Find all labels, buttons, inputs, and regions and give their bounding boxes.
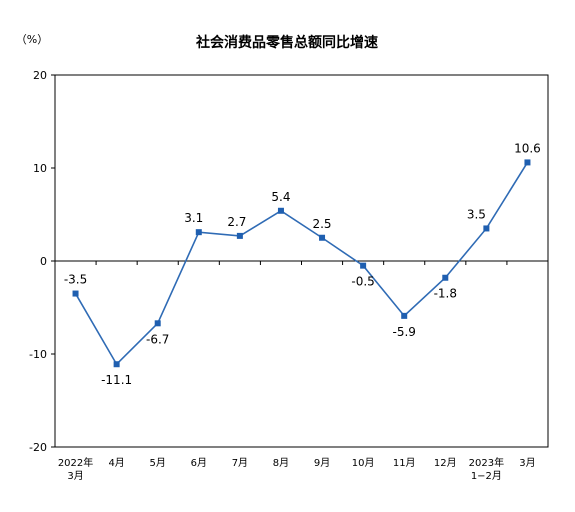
y-tick-label: 20 <box>33 69 47 82</box>
x-tick-label: 12月 <box>434 457 457 469</box>
data-label: 5.4 <box>271 190 290 204</box>
x-tick-label: 3月 <box>519 457 535 469</box>
y-tick-label: -20 <box>29 441 47 454</box>
chart-title: 社会消费品零售总额同比增速 <box>195 34 378 51</box>
x-tick-label: 4月 <box>108 457 124 469</box>
data-point-marker <box>442 274 449 281</box>
x-tick-label: 1−2月 <box>471 470 502 482</box>
y-tick-labels: 20 10 0 -10 -20 <box>29 69 47 454</box>
data-label: -6.7 <box>146 332 169 346</box>
x-tick-label: 3月 <box>67 470 83 482</box>
data-label: -5.9 <box>392 325 415 339</box>
data-label: -1.8 <box>434 287 457 301</box>
data-label: 2.7 <box>227 215 246 229</box>
data-point-marker <box>401 312 408 319</box>
data-label: 3.1 <box>184 211 203 225</box>
data-point-marker <box>113 361 120 368</box>
axes <box>51 74 549 448</box>
data-label: -3.5 <box>64 273 87 287</box>
data-label: 10.6 <box>514 141 541 155</box>
data-label: -0.5 <box>351 275 374 289</box>
data-point-marker <box>236 232 243 239</box>
data-point-marker <box>483 225 490 232</box>
data-point-marker <box>72 290 79 297</box>
data-point-marker <box>524 159 531 166</box>
x-tick-label: 11月 <box>393 457 416 469</box>
x-tick-label: 2022年 <box>58 456 93 469</box>
y-axis-unit-label: （%） <box>16 33 48 46</box>
data-point-marker <box>360 262 367 269</box>
data-label: -11.1 <box>101 373 132 387</box>
data-point-marker <box>319 234 326 241</box>
data-label: 3.5 <box>467 207 486 221</box>
x-tick-label: 9月 <box>314 457 330 469</box>
y-tick-label: 10 <box>33 162 47 175</box>
data-point-marker <box>154 320 161 327</box>
x-tick-label: 2023年 <box>469 456 504 469</box>
x-tick-label: 8月 <box>273 457 289 469</box>
series-polyline <box>74 161 529 366</box>
x-tick-label: 6月 <box>191 457 207 469</box>
series-line <box>74 161 529 366</box>
data-point-marker <box>195 229 202 236</box>
x-tick-label: 7月 <box>232 457 248 469</box>
y-tick-label: 0 <box>40 255 47 268</box>
data-label: 2.5 <box>312 217 331 231</box>
x-tick-label: 10月 <box>352 457 375 469</box>
data-labels: -3.5 -11.1 -6.7 3.1 2.7 5.4 2.5 -0.5 -5.9 -1.8 3.5… <box>64 141 541 387</box>
y-tick-label: -10 <box>29 348 47 361</box>
x-tick-label: 5月 <box>150 457 166 469</box>
data-point-marker <box>277 207 284 214</box>
data-points <box>72 159 531 368</box>
